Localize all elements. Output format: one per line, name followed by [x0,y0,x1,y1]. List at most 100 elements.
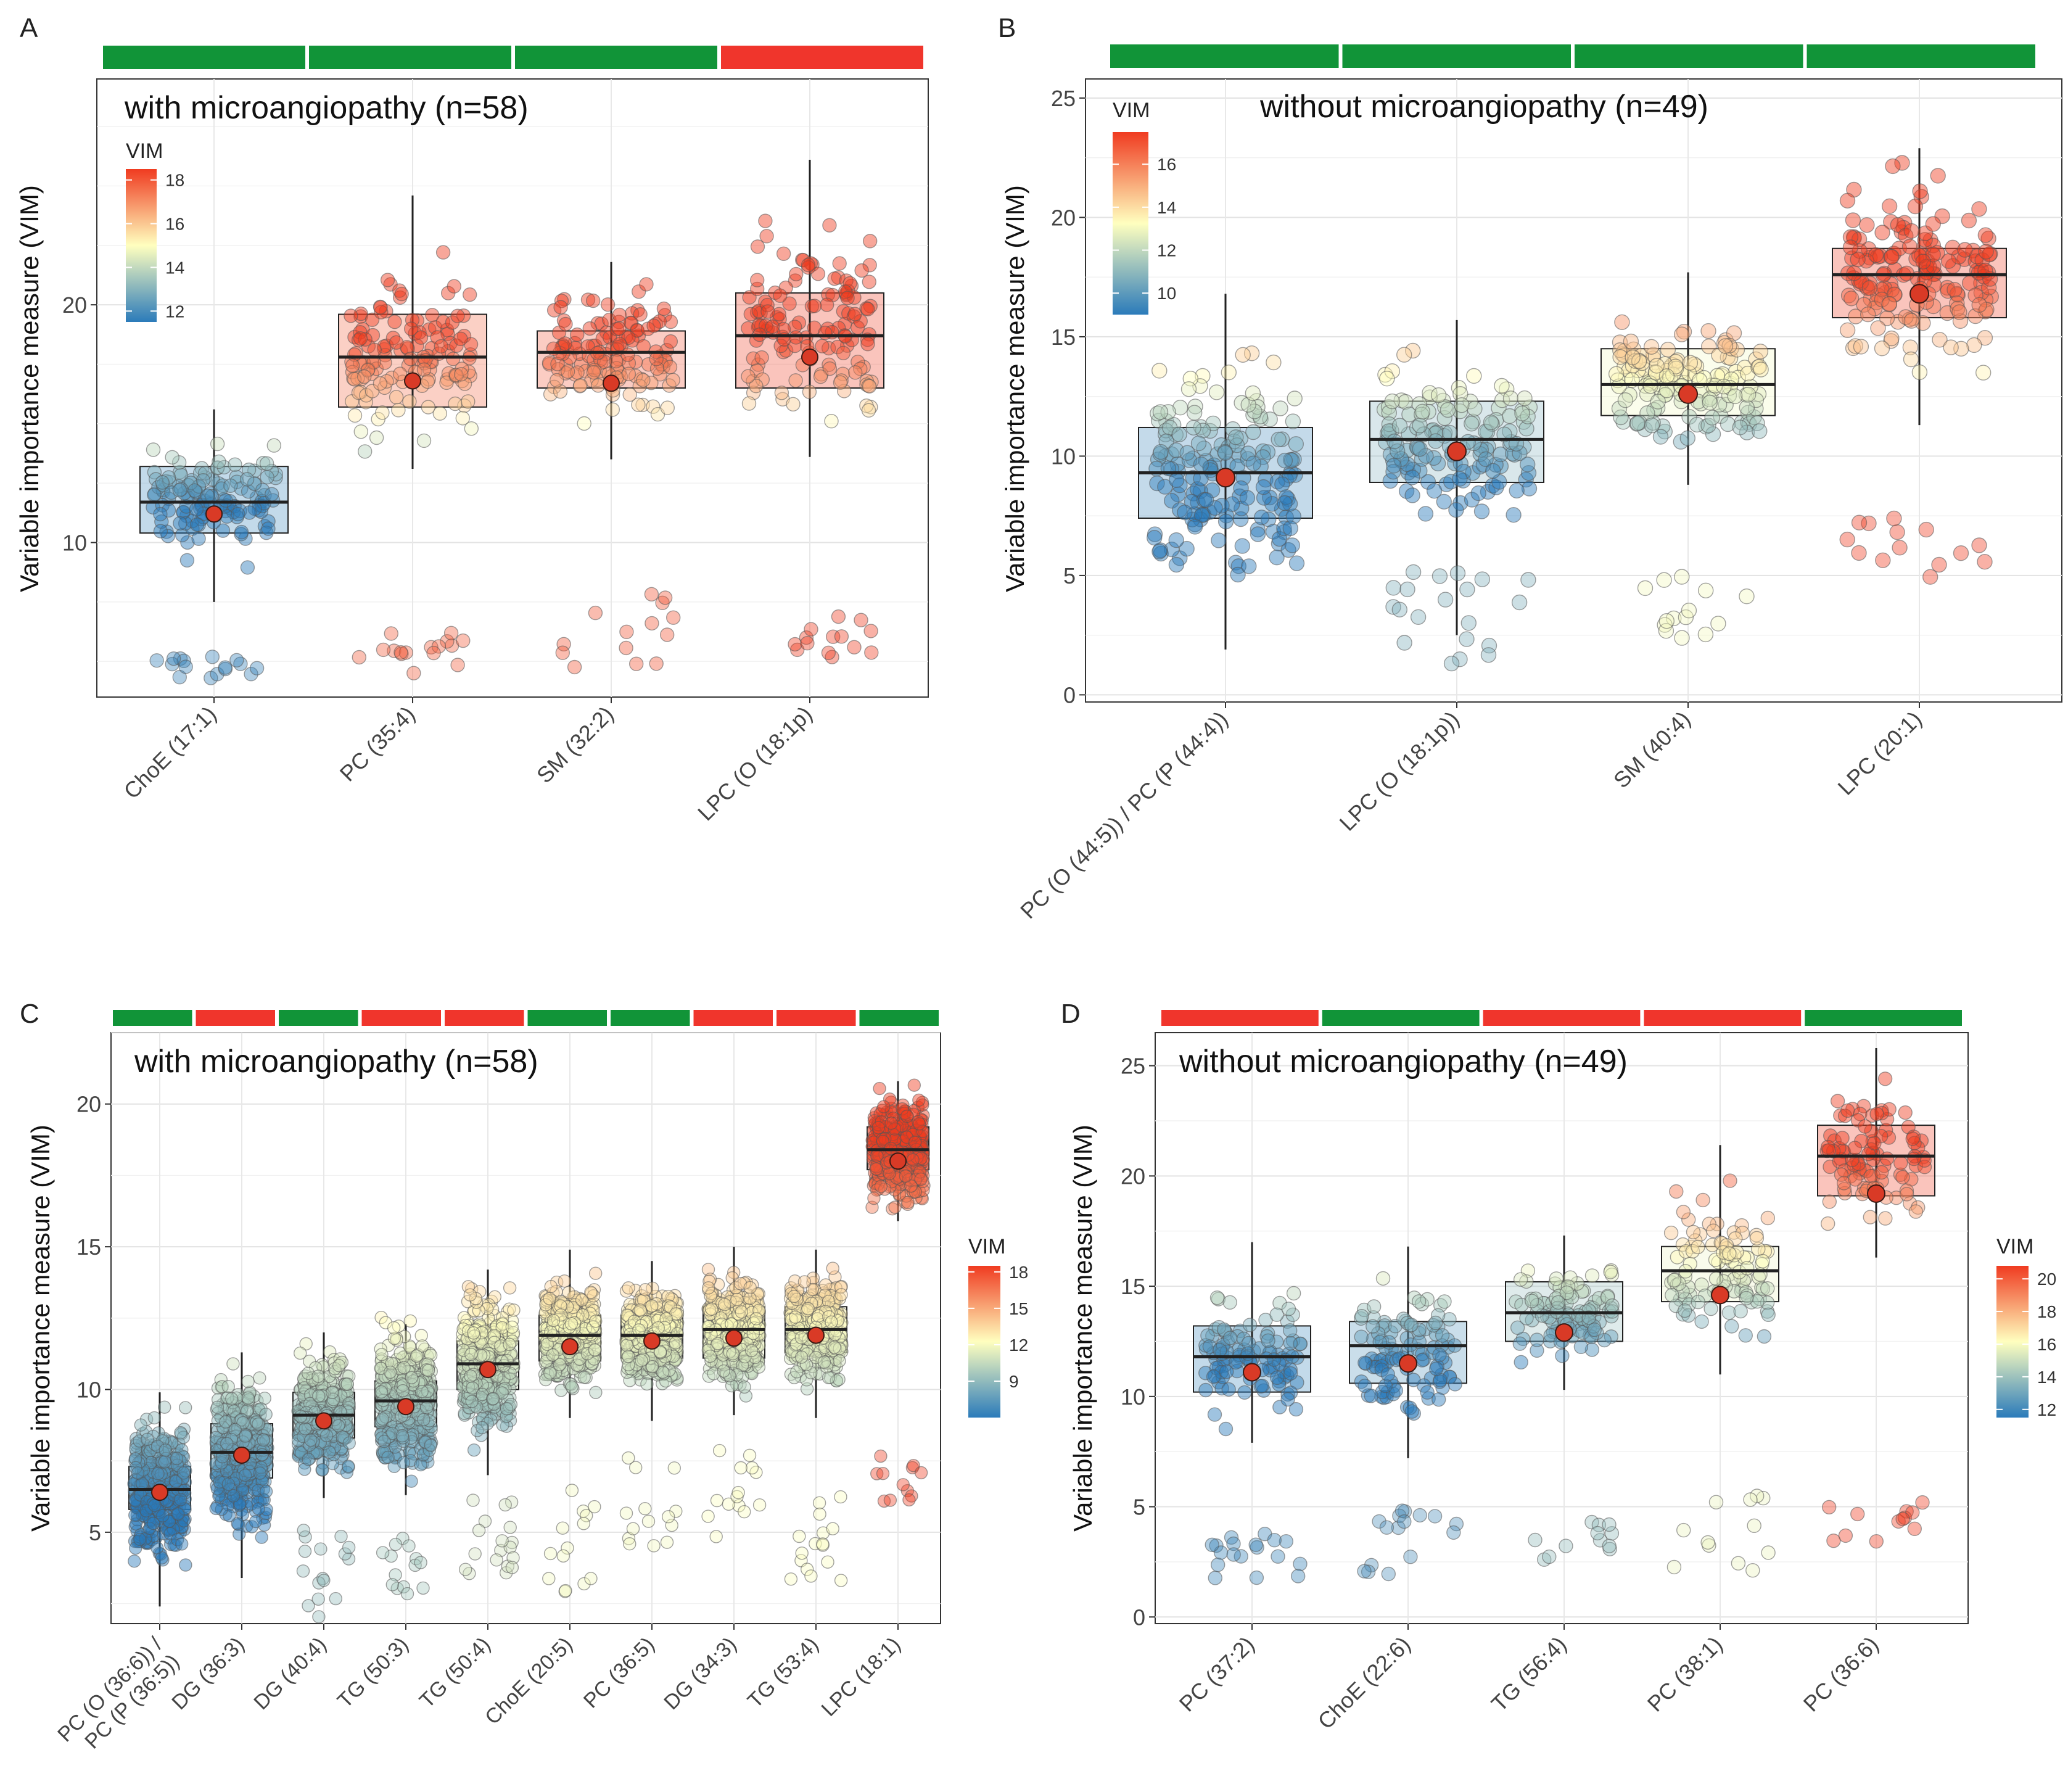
data-point [623,1537,636,1551]
data-point [1966,337,1982,353]
data-point [449,368,464,382]
group-bar-green [1342,44,1571,68]
data-point [1644,417,1660,434]
data-point [1405,564,1422,580]
data-point [743,1448,757,1463]
data-point [1656,572,1672,588]
data-point [500,1402,514,1416]
data-point [1710,616,1726,632]
data-point [1240,397,1256,413]
data-point [403,1314,417,1328]
data-point [376,642,391,658]
data-point [238,1468,252,1482]
plot-area [1085,78,2062,703]
data-point [1704,410,1720,426]
data-point [128,1555,141,1568]
data-point [1410,609,1427,625]
data-point [1674,630,1690,646]
data-point [1649,358,1665,374]
data-point [253,1466,267,1480]
data-point [804,622,818,637]
data-point [1682,355,1699,371]
data-point [340,1377,354,1391]
mean-point [479,1361,496,1379]
legend-tick-label: 10 [1157,284,1176,303]
data-point [622,387,637,402]
data-point [468,1547,482,1561]
data-point [240,560,255,575]
data-point [663,334,678,349]
data-point [731,1485,745,1500]
data-point [373,300,388,315]
data-point [760,304,775,319]
data-point [149,653,164,668]
data-point [1911,364,1928,381]
data-point [577,416,591,431]
data-point [1285,413,1301,429]
data-point [1153,444,1169,460]
data-point [551,362,566,377]
data-point [743,307,759,321]
data-point [392,366,408,381]
data-point [1449,565,1466,581]
data-point [1918,521,1934,538]
data-point [1277,452,1293,469]
data-point [1907,198,1924,215]
group-indicator-bars [103,46,923,69]
data-point [1658,613,1675,629]
data-point [638,1282,653,1297]
data-point [375,1348,389,1361]
data-point [191,531,206,546]
data-point [467,1326,480,1340]
data-point [1282,520,1299,537]
data-point [859,301,874,316]
data-point [459,1563,472,1576]
data-point [822,361,838,376]
data-point [589,1315,603,1328]
data-point [1521,481,1538,497]
data-point [219,1415,233,1429]
group-bar-red [445,1010,524,1026]
data-point [1376,402,1393,418]
x-tick-label: ChoE (17:1) [118,701,221,804]
data-point [660,1535,674,1549]
data-point [1752,344,1769,360]
data-point [1193,507,1210,523]
data-point [366,355,381,370]
data-point [847,640,862,654]
data-point [1217,445,1234,461]
mean-point [151,1484,168,1501]
data-point [575,1293,589,1307]
group-bar-red [361,1010,441,1026]
data-point [1629,415,1646,431]
data-point [1146,530,1163,546]
data-point [430,330,445,345]
data-point [153,506,168,522]
data-point [210,1400,225,1414]
y-tick-label: 10 [1051,444,1076,469]
data-point [584,1572,598,1585]
data-point [221,1379,235,1394]
data-point [1502,390,1519,407]
data-point [377,1434,391,1448]
data-point [830,339,845,355]
data-point [573,378,588,393]
data-point [476,1421,489,1435]
data-point [565,1380,579,1394]
data-point [586,365,601,380]
box-marks [139,160,884,685]
data-point [1474,571,1491,587]
data-point [861,403,876,418]
data-point [1250,521,1266,538]
data-point [847,307,862,321]
data-point [435,245,451,260]
data-point [1208,384,1225,400]
data-point [1385,580,1402,596]
data-point [1740,386,1757,403]
data-point [426,645,441,661]
data-point [1259,444,1276,460]
data-point [463,1288,477,1302]
data-point [1417,506,1434,522]
data-point [631,397,646,412]
